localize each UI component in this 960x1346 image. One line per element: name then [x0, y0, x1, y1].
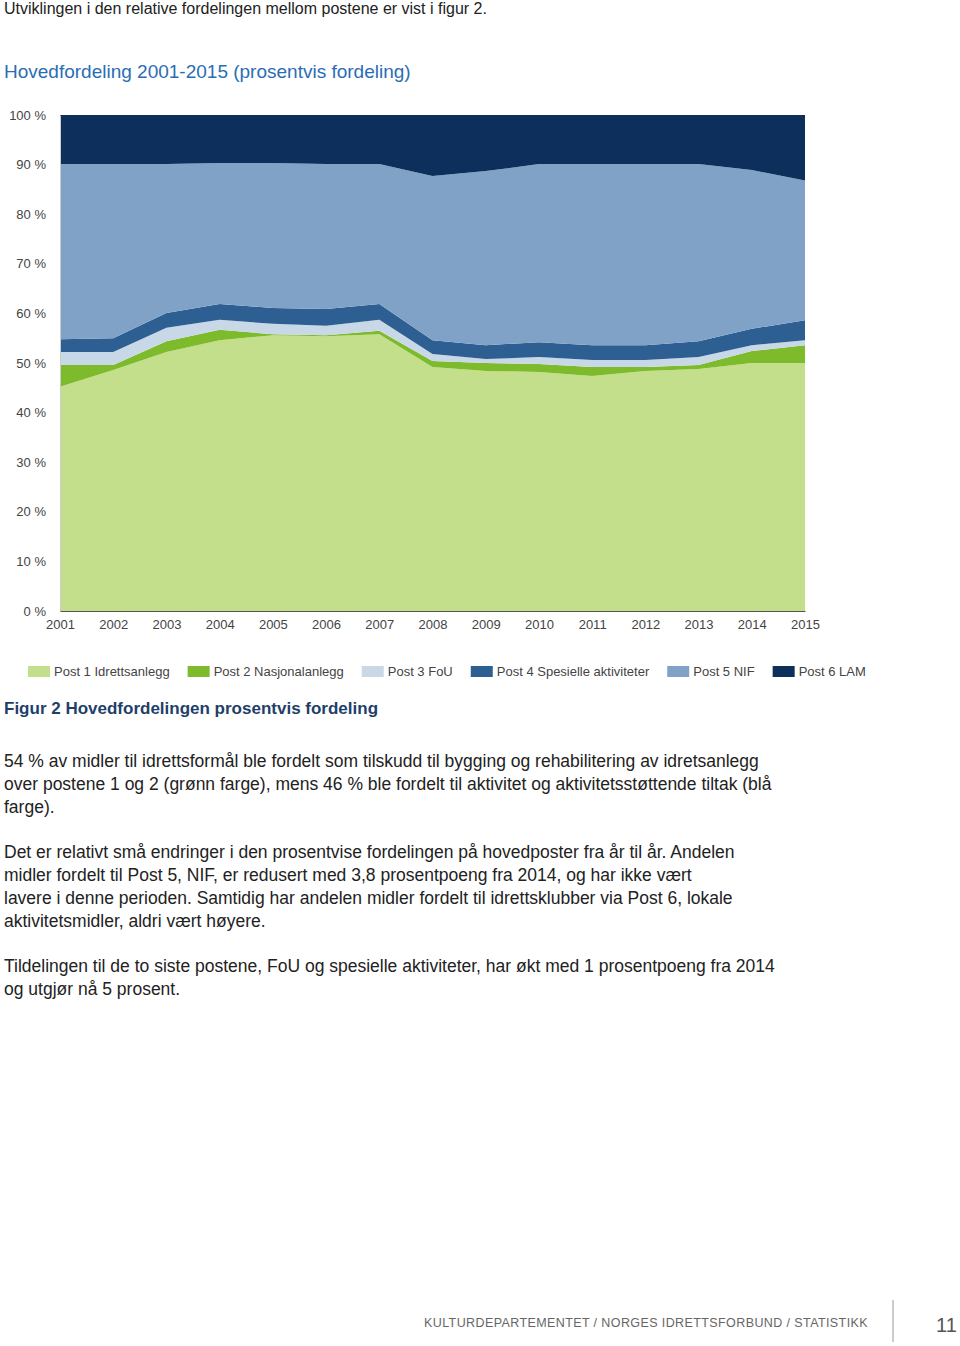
- legend-label: Post 4 Spesielle aktiviteter: [497, 664, 650, 679]
- y-tick-label: 0 %: [24, 604, 47, 619]
- x-axis: 2001 2002 2003 2004 2005 2006 2007 2008 2009 2010…: [46, 611, 820, 632]
- paragraph-line: farge).: [4, 797, 55, 817]
- x-tick: 2013: [685, 611, 714, 632]
- x-tick-label: 2011: [579, 617, 607, 632]
- paragraph-line: 54 % av midler til idrettsformål ble for…: [4, 751, 759, 771]
- x-tick-label: 2006: [312, 617, 341, 632]
- x-axis-line: [61, 611, 806, 612]
- x-tick-label: 2004: [206, 617, 235, 632]
- x-tick: 2007: [365, 611, 394, 632]
- legend-item: Post 6 LAM: [773, 664, 866, 679]
- legend-label: Post 3 FoU: [388, 664, 453, 679]
- area-series: [60, 163, 805, 345]
- y-tick-label: 90 %: [16, 157, 46, 172]
- legend-item: Post 2 Nasjonalanlegg: [188, 664, 344, 679]
- x-tick: 2012: [631, 611, 660, 632]
- legend-label: Post 6 LAM: [799, 664, 866, 679]
- y-tick-label: 20 %: [16, 504, 46, 519]
- x-tick: 2001: [46, 611, 75, 632]
- footer-divider: [893, 1300, 894, 1342]
- y-tick: 90 %: [16, 157, 60, 172]
- page-svg: Utviklingen i den relative fordelingen m…: [0, 0, 960, 1346]
- y-tick: 20 %: [16, 504, 60, 519]
- x-tick-label: 2003: [152, 617, 181, 632]
- legend-swatch: [362, 666, 384, 677]
- x-tick: 2003: [152, 611, 181, 632]
- y-axis: 0 % 10 % 20 % 30 % 40 % 50 % 60 % 70 % 80 % 90 % 1…: [9, 108, 60, 619]
- page: Utviklingen i den relative fordelingen m…: [0, 0, 960, 1346]
- y-tick: 50 %: [16, 356, 60, 371]
- x-tick-label: 2001: [46, 617, 75, 632]
- y-tick-label: 10 %: [16, 554, 46, 569]
- x-tick-label: 2008: [419, 617, 448, 632]
- y-tick: 10 %: [16, 554, 60, 569]
- legend-label: Post 1 Idrettsanlegg: [54, 664, 170, 679]
- legend-item: Post 4 Spesielle aktiviteter: [471, 664, 650, 679]
- paragraph-line: lavere i denne perioden. Samtidig har an…: [4, 888, 733, 908]
- chart-title: Hovedfordeling 2001-2015 (prosentvis for…: [4, 61, 411, 82]
- y-tick-label: 80 %: [16, 207, 46, 222]
- paragraph-line: Tildelingen til de to siste postene, FoU…: [4, 956, 775, 976]
- legend-swatch: [667, 666, 689, 677]
- legend-label: Post 5 NIF: [693, 664, 754, 679]
- x-tick: 2004: [206, 611, 235, 632]
- x-tick-label: 2002: [99, 617, 128, 632]
- paragraph-line: og utgjør nå 5 prosent.: [4, 979, 180, 999]
- legend-swatch: [188, 666, 210, 677]
- x-tick: 2009: [472, 611, 501, 632]
- paragraph: Tildelingen til de to siste postene, FoU…: [4, 956, 775, 999]
- figure-caption: Figur 2 Hovedfordelingen prosentvis ford…: [4, 699, 378, 718]
- plot-area: [60, 115, 805, 611]
- y-tick: 70 %: [16, 256, 60, 271]
- x-tick-label: 2009: [472, 617, 501, 632]
- footer-text: KULTURDEPARTEMENTET / NORGES IDRETTSFORB…: [424, 1316, 868, 1330]
- area-series: [60, 334, 805, 611]
- y-tick: 40 %: [16, 405, 60, 420]
- y-tick-label: 50 %: [16, 356, 46, 371]
- y-tick: 80 %: [16, 207, 60, 222]
- area-series: [60, 115, 805, 180]
- paragraph: Det er relativt små endringer i den pros…: [4, 842, 735, 931]
- y-tick-label: 60 %: [16, 306, 46, 321]
- x-tick-label: 2014: [738, 617, 767, 632]
- legend-item: Post 1 Idrettsanlegg: [28, 664, 170, 679]
- y-axis-line: [60, 116, 61, 612]
- x-tick: 2014: [738, 611, 767, 632]
- legend-label: Post 2 Nasjonalanlegg: [214, 664, 344, 679]
- x-tick: 2005: [259, 611, 288, 632]
- paragraph-line: Det er relativt små endringer i den pros…: [4, 842, 735, 862]
- legend-item: Post 5 NIF: [667, 664, 754, 679]
- x-tick: 2002: [99, 611, 128, 632]
- paragraph-line: midler fordelt til Post 5, NIF, er redus…: [4, 865, 692, 885]
- x-tick: 2010: [525, 611, 554, 632]
- y-tick-label: 40 %: [16, 405, 46, 420]
- y-tick-label: 70 %: [16, 256, 46, 271]
- page-number: 11: [936, 1314, 957, 1336]
- x-tick: 2008: [419, 611, 448, 632]
- paragraph: 54 % av midler til idrettsformål ble for…: [4, 751, 772, 817]
- legend-swatch: [773, 666, 795, 677]
- paragraph-line: over postene 1 og 2 (grønn farge), mens …: [4, 774, 772, 794]
- y-tick: 100 %: [9, 108, 60, 123]
- y-tick-label: 30 %: [16, 455, 46, 470]
- legend-swatch: [471, 666, 493, 677]
- legend-swatch: [28, 666, 50, 677]
- x-tick: 2015: [791, 611, 820, 632]
- x-tick-label: 2015: [791, 617, 820, 632]
- y-tick-label: 100 %: [9, 108, 46, 123]
- legend: Post 1 Idrettsanlegg Post 2 Nasjonalanleg…: [28, 664, 866, 679]
- x-tick-label: 2005: [259, 617, 288, 632]
- legend-item: Post 3 FoU: [362, 664, 453, 679]
- x-tick: 2006: [312, 611, 341, 632]
- header-text: Utviklingen i den relative fordelingen m…: [4, 0, 487, 17]
- x-tick-label: 2013: [685, 617, 714, 632]
- paragraph-line: aktivitetsmidler, aldri vært høyere.: [4, 911, 266, 931]
- x-tick-label: 2007: [365, 617, 394, 632]
- y-tick: 60 %: [16, 306, 60, 321]
- x-tick: 2011: [579, 611, 607, 632]
- y-tick: 30 %: [16, 455, 60, 470]
- x-tick-label: 2010: [525, 617, 554, 632]
- x-tick-label: 2012: [631, 617, 660, 632]
